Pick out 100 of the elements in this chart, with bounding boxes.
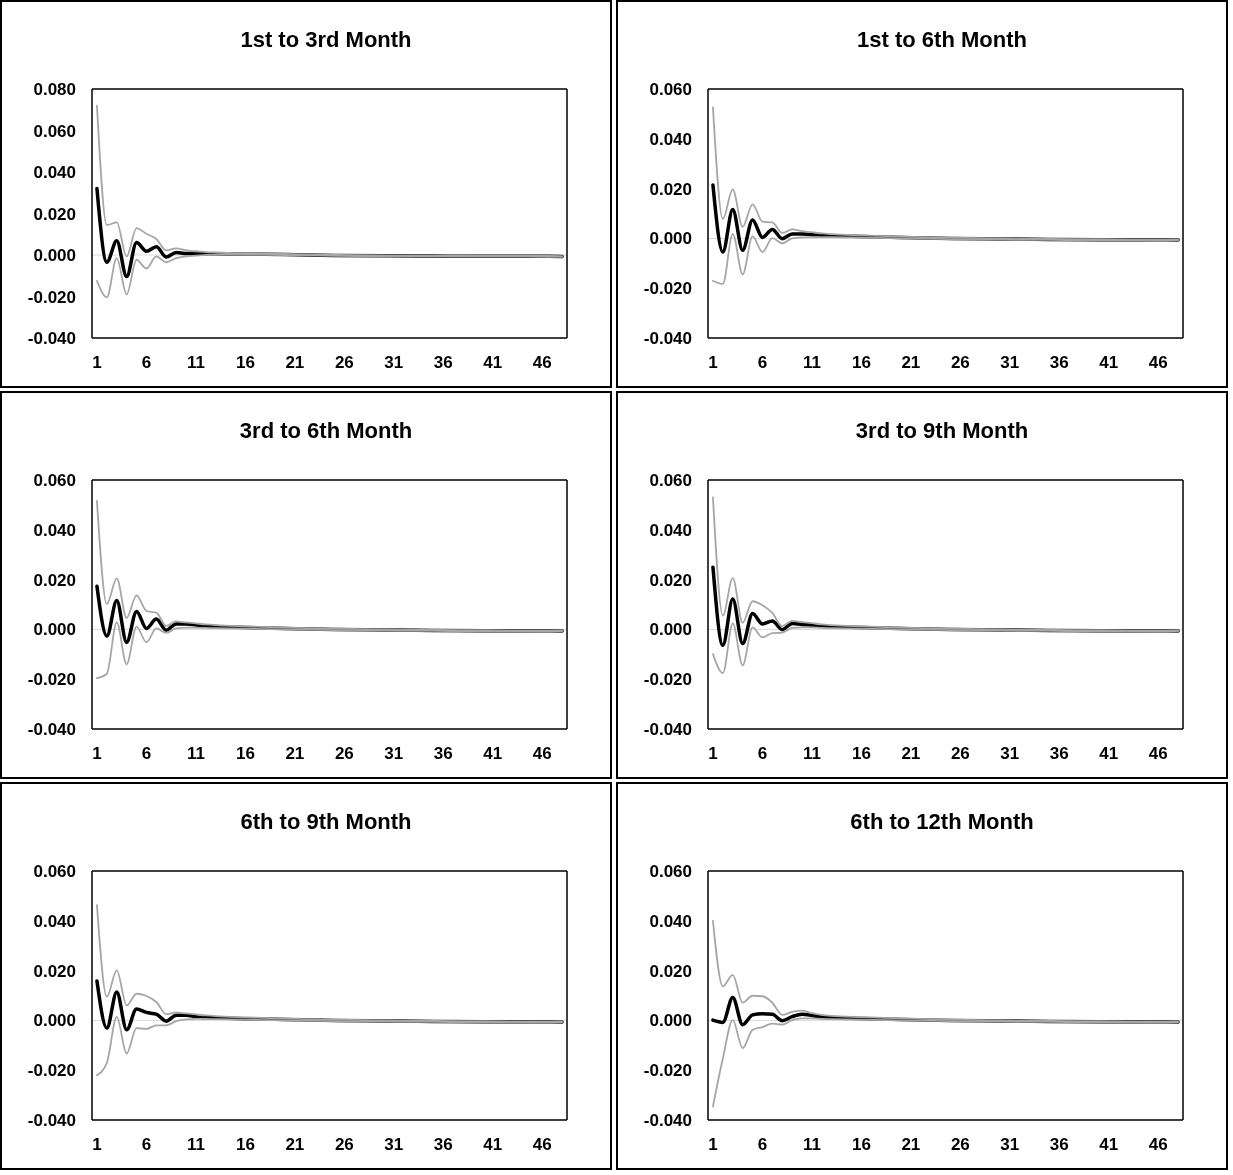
- x-tick-label: 21: [901, 353, 921, 373]
- y-tick-label: 0.040: [649, 520, 692, 540]
- x-tick-label: 36: [433, 1135, 453, 1155]
- x-tick-label: 11: [802, 744, 821, 764]
- x-tick-label: 31: [384, 744, 404, 764]
- chart-title: 3rd to 6th Month: [238, 417, 414, 445]
- y-tick-label: 0.060: [649, 471, 692, 491]
- x-tick-label: 46: [532, 1135, 552, 1155]
- y-tick-label: 0.020: [33, 961, 76, 981]
- y-tick-label: 0.060: [649, 862, 692, 882]
- y-tick-label: 0.060: [33, 471, 76, 491]
- y-tick-label: -0.040: [27, 1111, 76, 1131]
- y-tick-label: 0.040: [33, 911, 76, 931]
- y-tick-label: -0.020: [27, 287, 76, 307]
- y-tick-label: 0.040: [33, 163, 76, 183]
- chart-title: 3rd to 9th Month: [854, 417, 1030, 445]
- x-tick-label: 11: [186, 1135, 205, 1155]
- x-tick-label: 16: [851, 353, 871, 373]
- y-tick-label: 0.040: [649, 129, 692, 149]
- x-tick-label: 21: [901, 1135, 921, 1155]
- x-tick-label: 6: [141, 744, 152, 764]
- chart-title: 6th to 9th Month: [239, 808, 413, 836]
- x-tick-label: 11: [802, 353, 821, 373]
- y-tick-label: -0.020: [643, 1061, 692, 1081]
- x-tick-label: 41: [1099, 1135, 1119, 1155]
- x-tick-label: 41: [483, 1135, 503, 1155]
- y-tick-label: -0.040: [643, 1111, 692, 1131]
- x-tick-label: 46: [1148, 353, 1168, 373]
- y-tick-label: -0.020: [27, 670, 76, 690]
- x-tick-label: 21: [285, 353, 305, 373]
- chart-title: 1st to 6th Month: [856, 26, 1028, 54]
- x-tick-label: 6: [141, 1135, 152, 1155]
- chart-title: 1st to 3rd Month: [239, 26, 413, 54]
- y-tick-label: -0.040: [643, 329, 692, 349]
- x-tick-label: 1: [708, 353, 718, 373]
- x-tick-label: 31: [384, 353, 404, 373]
- x-tick-label: 16: [851, 744, 871, 764]
- x-tick-label: 46: [532, 353, 552, 373]
- y-tick-label: 0.080: [33, 80, 76, 100]
- y-tick-label: 0.000: [33, 246, 76, 266]
- x-tick-label: 16: [235, 1135, 255, 1155]
- x-tick-label: 1: [92, 353, 102, 373]
- x-tick-label: 6: [757, 353, 768, 373]
- y-tick-label: 0.000: [649, 1011, 692, 1031]
- x-tick-label: 6: [141, 353, 152, 373]
- x-tick-label: 11: [186, 744, 205, 764]
- x-tick-label: 41: [483, 353, 503, 373]
- x-tick-label: 26: [950, 1135, 970, 1155]
- x-tick-label: 31: [1000, 744, 1020, 764]
- y-tick-label: -0.040: [27, 720, 76, 740]
- y-tick-label: 0.060: [649, 80, 692, 100]
- x-tick-label: 41: [1099, 353, 1119, 373]
- y-tick-label: 0.020: [649, 570, 692, 590]
- x-tick-label: 46: [1148, 744, 1168, 764]
- x-tick-label: 31: [384, 1135, 404, 1155]
- x-tick-label: 26: [950, 353, 970, 373]
- x-tick-label: 46: [532, 744, 552, 764]
- x-tick-label: 36: [1049, 353, 1069, 373]
- x-tick-label: 26: [950, 744, 970, 764]
- x-tick-label: 36: [433, 744, 453, 764]
- x-tick-label: 6: [757, 744, 768, 764]
- x-tick-label: 21: [285, 1135, 305, 1155]
- x-tick-label: 21: [901, 744, 921, 764]
- x-tick-label: 1: [92, 744, 102, 764]
- y-tick-label: 0.000: [33, 1011, 76, 1031]
- y-tick-label: 0.060: [33, 121, 76, 141]
- x-tick-label: 6: [757, 1135, 768, 1155]
- y-tick-label: 0.020: [649, 961, 692, 981]
- x-tick-label: 26: [334, 744, 354, 764]
- x-tick-label: 46: [1148, 1135, 1168, 1155]
- x-tick-label: 31: [1000, 353, 1020, 373]
- y-tick-label: 0.060: [33, 862, 76, 882]
- x-tick-label: 36: [1049, 744, 1069, 764]
- x-tick-label: 26: [334, 1135, 354, 1155]
- y-tick-label: 0.020: [33, 570, 76, 590]
- y-tick-label: 0.040: [33, 520, 76, 540]
- y-tick-label: 0.040: [649, 911, 692, 931]
- y-tick-label: -0.020: [643, 279, 692, 299]
- x-tick-label: 11: [186, 353, 205, 373]
- x-tick-label: 16: [235, 353, 255, 373]
- x-tick-label: 16: [851, 1135, 871, 1155]
- chart-title: 6th to 12th Month: [849, 808, 1035, 836]
- x-tick-label: 41: [483, 744, 503, 764]
- x-tick-label: 36: [1049, 1135, 1069, 1155]
- y-tick-label: -0.020: [27, 1061, 76, 1081]
- x-tick-label: 1: [92, 1135, 102, 1155]
- x-tick-label: 31: [1000, 1135, 1020, 1155]
- y-tick-label: -0.040: [27, 329, 76, 349]
- x-tick-label: 21: [285, 744, 305, 764]
- y-tick-label: 0.020: [33, 204, 76, 224]
- y-tick-label: 0.000: [649, 229, 692, 249]
- x-tick-label: 1: [708, 744, 718, 764]
- y-tick-label: -0.040: [643, 720, 692, 740]
- x-tick-label: 36: [433, 353, 453, 373]
- y-tick-label: 0.000: [649, 620, 692, 640]
- x-tick-label: 41: [1099, 744, 1119, 764]
- y-tick-label: -0.020: [643, 670, 692, 690]
- y-tick-label: 0.020: [649, 179, 692, 199]
- x-tick-label: 26: [334, 353, 354, 373]
- x-tick-label: 1: [708, 1135, 718, 1155]
